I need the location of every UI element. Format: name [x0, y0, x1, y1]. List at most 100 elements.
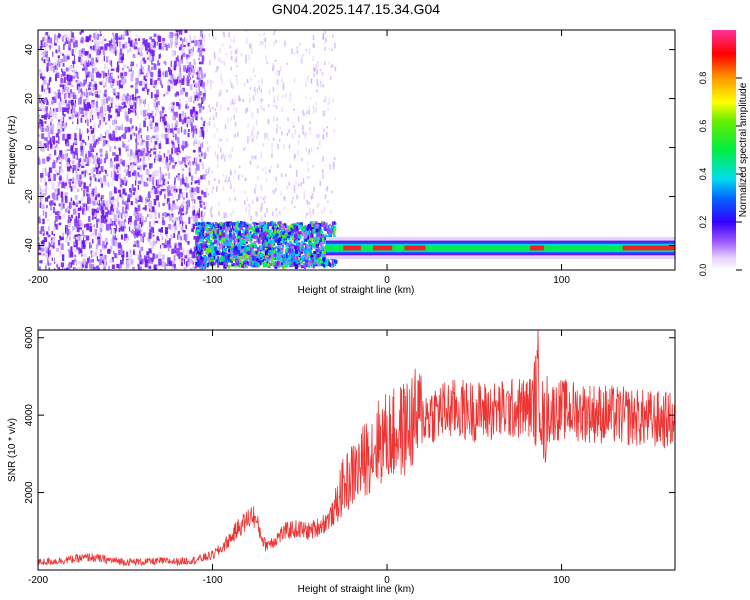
- heat-cell: [169, 160, 172, 166]
- heat-cell: [124, 192, 127, 196]
- heat-cell: [264, 227, 267, 232]
- heat-cell: [110, 203, 113, 208]
- heat-cell: [256, 212, 258, 217]
- heat-cell: [103, 180, 108, 186]
- heat-cell: [251, 242, 254, 246]
- heat-cell: [196, 242, 198, 247]
- heat-cell: [311, 234, 314, 238]
- heat-cell: [266, 249, 269, 253]
- heat-cell: [110, 60, 113, 66]
- heat-cell: [115, 240, 118, 247]
- heat-cell: [167, 244, 170, 252]
- heat-cell: [73, 146, 76, 152]
- heat-cell: [110, 103, 113, 109]
- heat-cell: [297, 116, 300, 122]
- heat-cell: [102, 49, 105, 55]
- heat-cell: [273, 96, 276, 101]
- heat-cell: [179, 207, 181, 215]
- heat-cell: [41, 121, 44, 128]
- heat-cell: [145, 98, 146, 104]
- heat-cell: [137, 38, 141, 41]
- heat-cell: [321, 235, 324, 238]
- heat-cell: [68, 116, 72, 120]
- heat-cell: [249, 97, 251, 103]
- heat-cell: [191, 266, 194, 270]
- heat-cell: [115, 237, 118, 241]
- heat-cell: [260, 98, 263, 103]
- heat-cell: [320, 84, 322, 88]
- heat-cell: [207, 236, 211, 241]
- heat-cell: [50, 63, 54, 66]
- heat-cell: [38, 123, 42, 129]
- heat-cell: [268, 247, 272, 250]
- heat-cell: [68, 263, 71, 270]
- heat-cell: [233, 134, 236, 138]
- heat-cell: [56, 194, 59, 201]
- heat-cell: [207, 223, 211, 227]
- heat-cell: [155, 79, 158, 85]
- heat-cell: [134, 41, 138, 45]
- heat-cell: [271, 255, 275, 260]
- heat-cell: [62, 214, 66, 219]
- heat-cell: [142, 207, 146, 210]
- heat-cell: [150, 126, 153, 130]
- heat-cell: [183, 37, 186, 40]
- heat-cell: [168, 238, 171, 245]
- heat-cell: [260, 89, 262, 93]
- heat-cell: [136, 195, 140, 200]
- heat-cell: [328, 61, 330, 64]
- heat-cell: [53, 194, 56, 201]
- heat-cell: [225, 226, 228, 230]
- heat-cell: [252, 256, 256, 261]
- heat-cell: [200, 143, 202, 150]
- heat-cell: [318, 233, 321, 237]
- heat-cell: [58, 215, 62, 220]
- heat-cell: [233, 36, 236, 42]
- heat-cell: [69, 251, 74, 258]
- heat-cell: [225, 250, 228, 253]
- heat-cell: [246, 246, 250, 252]
- heat-cell: [90, 264, 95, 270]
- heat-cell: [230, 38, 232, 42]
- heat-cell: [75, 40, 78, 48]
- heat-cell: [182, 110, 184, 117]
- heat-cell: [127, 95, 130, 100]
- heat-cell: [220, 147, 222, 153]
- heat-cell: [182, 200, 186, 205]
- heat-cell: [92, 114, 94, 121]
- heat-cell: [54, 261, 56, 264]
- heat-cell: [191, 125, 194, 132]
- heat-cell: [165, 92, 169, 95]
- heat-cell: [312, 229, 316, 235]
- heat-cell: [96, 201, 98, 206]
- heat-cell: [291, 262, 294, 267]
- heat-cell: [56, 35, 60, 38]
- heat-cell: [95, 243, 99, 248]
- heat-cell: [85, 60, 87, 68]
- heat-cell: [75, 202, 78, 207]
- heat-cell: [305, 81, 307, 87]
- heat-cell: [283, 226, 286, 230]
- heat-cell: [287, 256, 291, 260]
- heat-cell: [174, 92, 176, 97]
- heat-cell: [203, 254, 207, 259]
- heat-cell: [126, 93, 129, 96]
- heat-cell: [183, 259, 185, 265]
- heat-cell: [180, 55, 183, 61]
- heat-cell: [263, 248, 266, 253]
- heat-cell: [220, 244, 223, 249]
- heat-cell: [129, 216, 132, 223]
- heat-cell: [138, 256, 142, 260]
- heat-cell: [221, 43, 224, 47]
- heat-cell: [217, 262, 220, 268]
- heat-cell: [153, 220, 155, 226]
- heat-cell: [153, 264, 157, 270]
- heat-cell: [188, 55, 191, 58]
- heat-cell: [291, 245, 295, 249]
- heat-cell: [93, 224, 95, 228]
- heat-cell: [149, 44, 153, 51]
- heat-cell: [311, 230, 314, 234]
- heat-cell: [99, 220, 103, 226]
- heat-cell: [115, 50, 117, 56]
- heat-cell: [187, 129, 190, 132]
